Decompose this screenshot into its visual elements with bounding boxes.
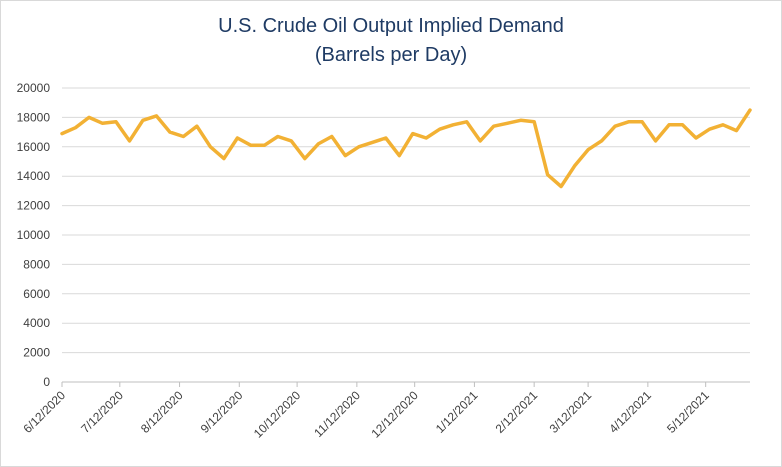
x-tick-label: 2/12/2021 <box>493 388 541 436</box>
x-tick-label: 5/12/2021 <box>664 388 712 436</box>
x-tick-label: 10/12/2020 <box>251 388 304 441</box>
x-tick-label: 9/12/2020 <box>198 388 246 436</box>
y-tick-label: 0 <box>43 375 50 389</box>
series-line <box>60 108 752 189</box>
chart-title: U.S. Crude Oil Output Implied Demand <box>218 15 564 37</box>
gridlines <box>62 87 750 354</box>
series-layer <box>60 108 752 189</box>
x-tick-labels: 6/12/2020 7/12/2020 8/12/2020 9/12/2020 10/1… <box>20 388 712 441</box>
y-tick-label: 12000 <box>17 199 51 213</box>
x-tick-label: 12/12/2020 <box>368 388 421 441</box>
y-tick-label: 2000 <box>23 346 50 360</box>
chart-subtitle: (Barrels per Day) <box>314 44 468 66</box>
x-tick-label: 1/12/2021 <box>433 388 481 436</box>
y-tick-label: 8000 <box>23 257 50 271</box>
x-tick-label: 8/12/2020 <box>138 388 186 436</box>
x-tick-label: 4/12/2021 <box>606 388 654 436</box>
y-tick-label: 18000 <box>17 110 51 124</box>
x-tick-label: 7/12/2020 <box>78 388 126 436</box>
y-tick-label: 4000 <box>23 316 50 330</box>
axes <box>61 381 750 387</box>
y-tick-label: 16000 <box>17 140 51 154</box>
y-tick-label: 10000 <box>17 228 51 242</box>
x-tick-label: 6/12/2020 <box>20 388 68 436</box>
x-tick-label: 3/12/2021 <box>547 388 595 436</box>
x-tick-label: 11/12/2020 <box>311 388 363 440</box>
y-tick-label: 20000 <box>17 81 51 95</box>
y-tick-labels: 0 2000 4000 6000 8000 10000 12000 14000 16000 180… <box>17 81 51 389</box>
y-tick-label: 14000 <box>17 169 51 183</box>
y-tick-label: 6000 <box>23 287 50 301</box>
